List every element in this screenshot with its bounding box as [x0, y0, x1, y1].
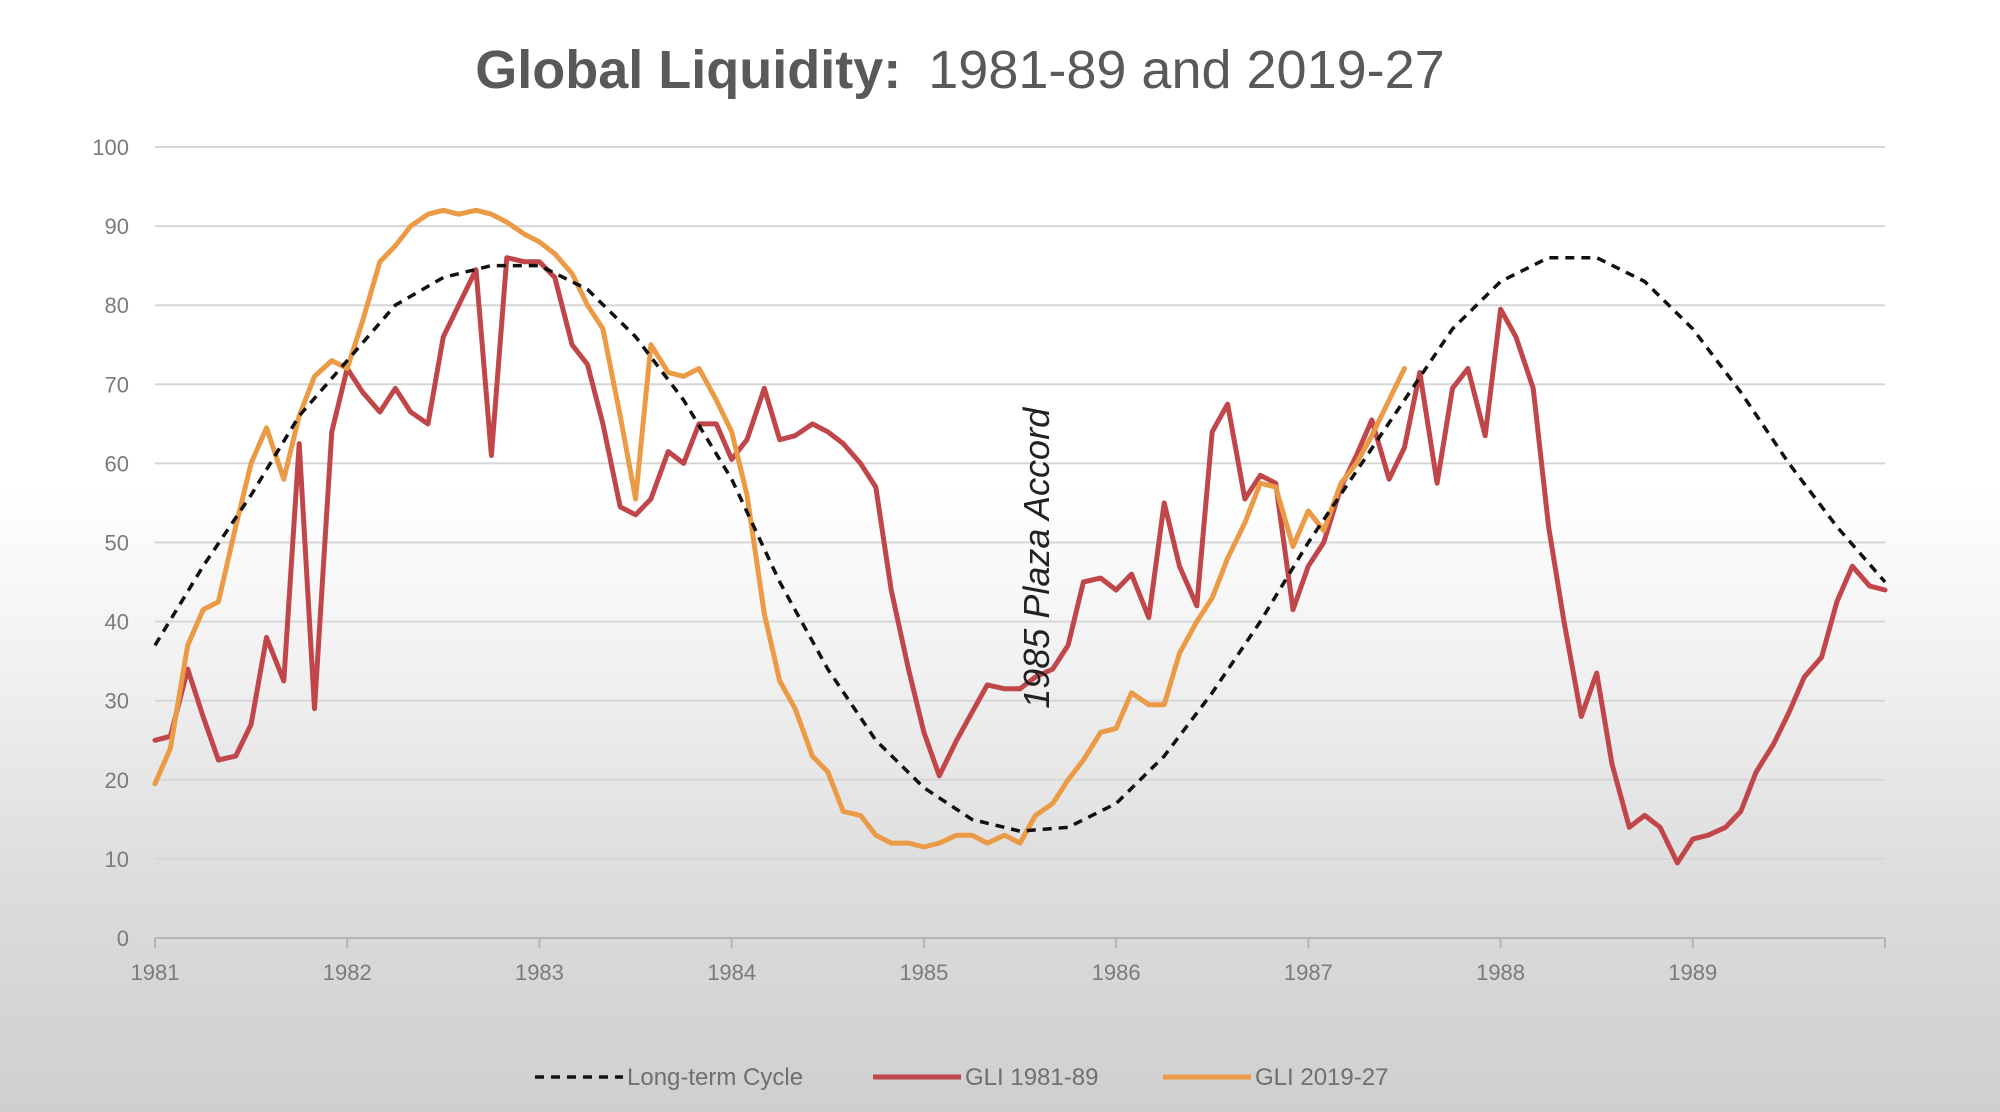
y-tick-label: 30 [105, 689, 129, 714]
y-tick-label: 40 [105, 610, 129, 635]
chart-title: Global Liquidity: 1981-89 and 2019-27 [475, 40, 1444, 100]
y-tick-label: 60 [105, 451, 129, 476]
x-tick-label: 1985 [899, 960, 948, 985]
y-tick-label: 20 [105, 768, 129, 793]
x-tick-label: 1983 [515, 960, 564, 985]
chart-title-bold: Global Liquidity: [475, 40, 901, 100]
series-line-gli-2019-27 [152, 207, 1407, 850]
y-tick-label: 0 [117, 926, 129, 951]
y-tick-label: 70 [105, 372, 129, 397]
legend-label: GLI 2019-27 [1255, 1064, 1388, 1091]
y-tick-label: 50 [105, 531, 129, 556]
x-tick-label: 1986 [1092, 960, 1141, 985]
axes: 0 10 20 30 40 50 60 70 80 90 100 1981 1982 1983 1984 19… [92, 135, 1886, 985]
y-tick-label: 10 [105, 847, 129, 872]
series-line-gli-1981-89 [152, 255, 1888, 866]
legend-label: Long-term Cycle [627, 1064, 803, 1091]
series-lines [152, 207, 1888, 866]
x-tick-label: 1988 [1476, 960, 1525, 985]
x-tick-label: 1984 [707, 960, 756, 985]
y-tick-label: 80 [105, 293, 129, 318]
x-tick-label: 1982 [323, 960, 372, 985]
gridlines [155, 146, 1885, 860]
x-tick-label: 1981 [131, 960, 180, 985]
legend-label: GLI 1981-89 [965, 1064, 1098, 1091]
x-tick-label: 1987 [1284, 960, 1333, 985]
plaza-accord-annotation: 1985 Plaza Accord [1016, 407, 1057, 709]
y-tick-label: 90 [105, 214, 129, 239]
x-tick-label: 1989 [1668, 960, 1717, 985]
chart-title-rest: 1981-89 and 2019-27 [928, 40, 1444, 100]
legend: Long-term Cycle GLI 1981-89 GLI 2019-27 [535, 1064, 1388, 1091]
y-tick-label: 100 [92, 135, 129, 160]
